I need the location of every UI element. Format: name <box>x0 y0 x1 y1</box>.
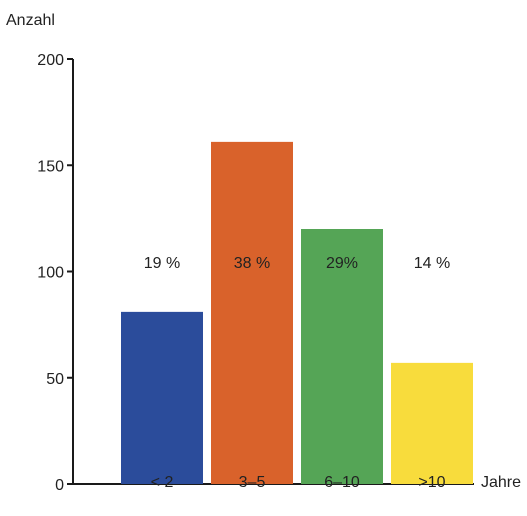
y-ticks: 0 50 100 150 200 <box>37 52 73 494</box>
x-axis-label: Jahre <box>481 474 521 491</box>
percent-label: 19 % <box>144 255 180 272</box>
y-tick-label: 0 <box>55 477 64 494</box>
x-tick-label: 3–5 <box>239 474 266 491</box>
x-tick-label: < 2 <box>151 474 174 491</box>
bar <box>121 311 203 484</box>
bar <box>211 141 293 484</box>
percent-labels: 19 % 38 % 29% 14 % <box>144 255 450 272</box>
bar <box>391 362 473 484</box>
y-tick-label: 200 <box>37 52 64 69</box>
x-tick-label: 6–10 <box>324 474 360 491</box>
percent-label: 14 % <box>414 255 450 272</box>
x-tick-label: >10 <box>418 474 445 491</box>
x-tick-labels: < 2 3–5 6–10 >10 <box>151 474 446 491</box>
bars <box>121 141 473 484</box>
y-tick-label: 150 <box>37 158 64 175</box>
y-tick-label: 100 <box>37 265 64 282</box>
y-tick-label: 50 <box>46 371 64 388</box>
percent-label: 38 % <box>234 255 270 272</box>
y-axis-label: Anzahl <box>6 12 55 29</box>
bar <box>301 229 383 484</box>
percent-label: 29% <box>326 255 358 272</box>
